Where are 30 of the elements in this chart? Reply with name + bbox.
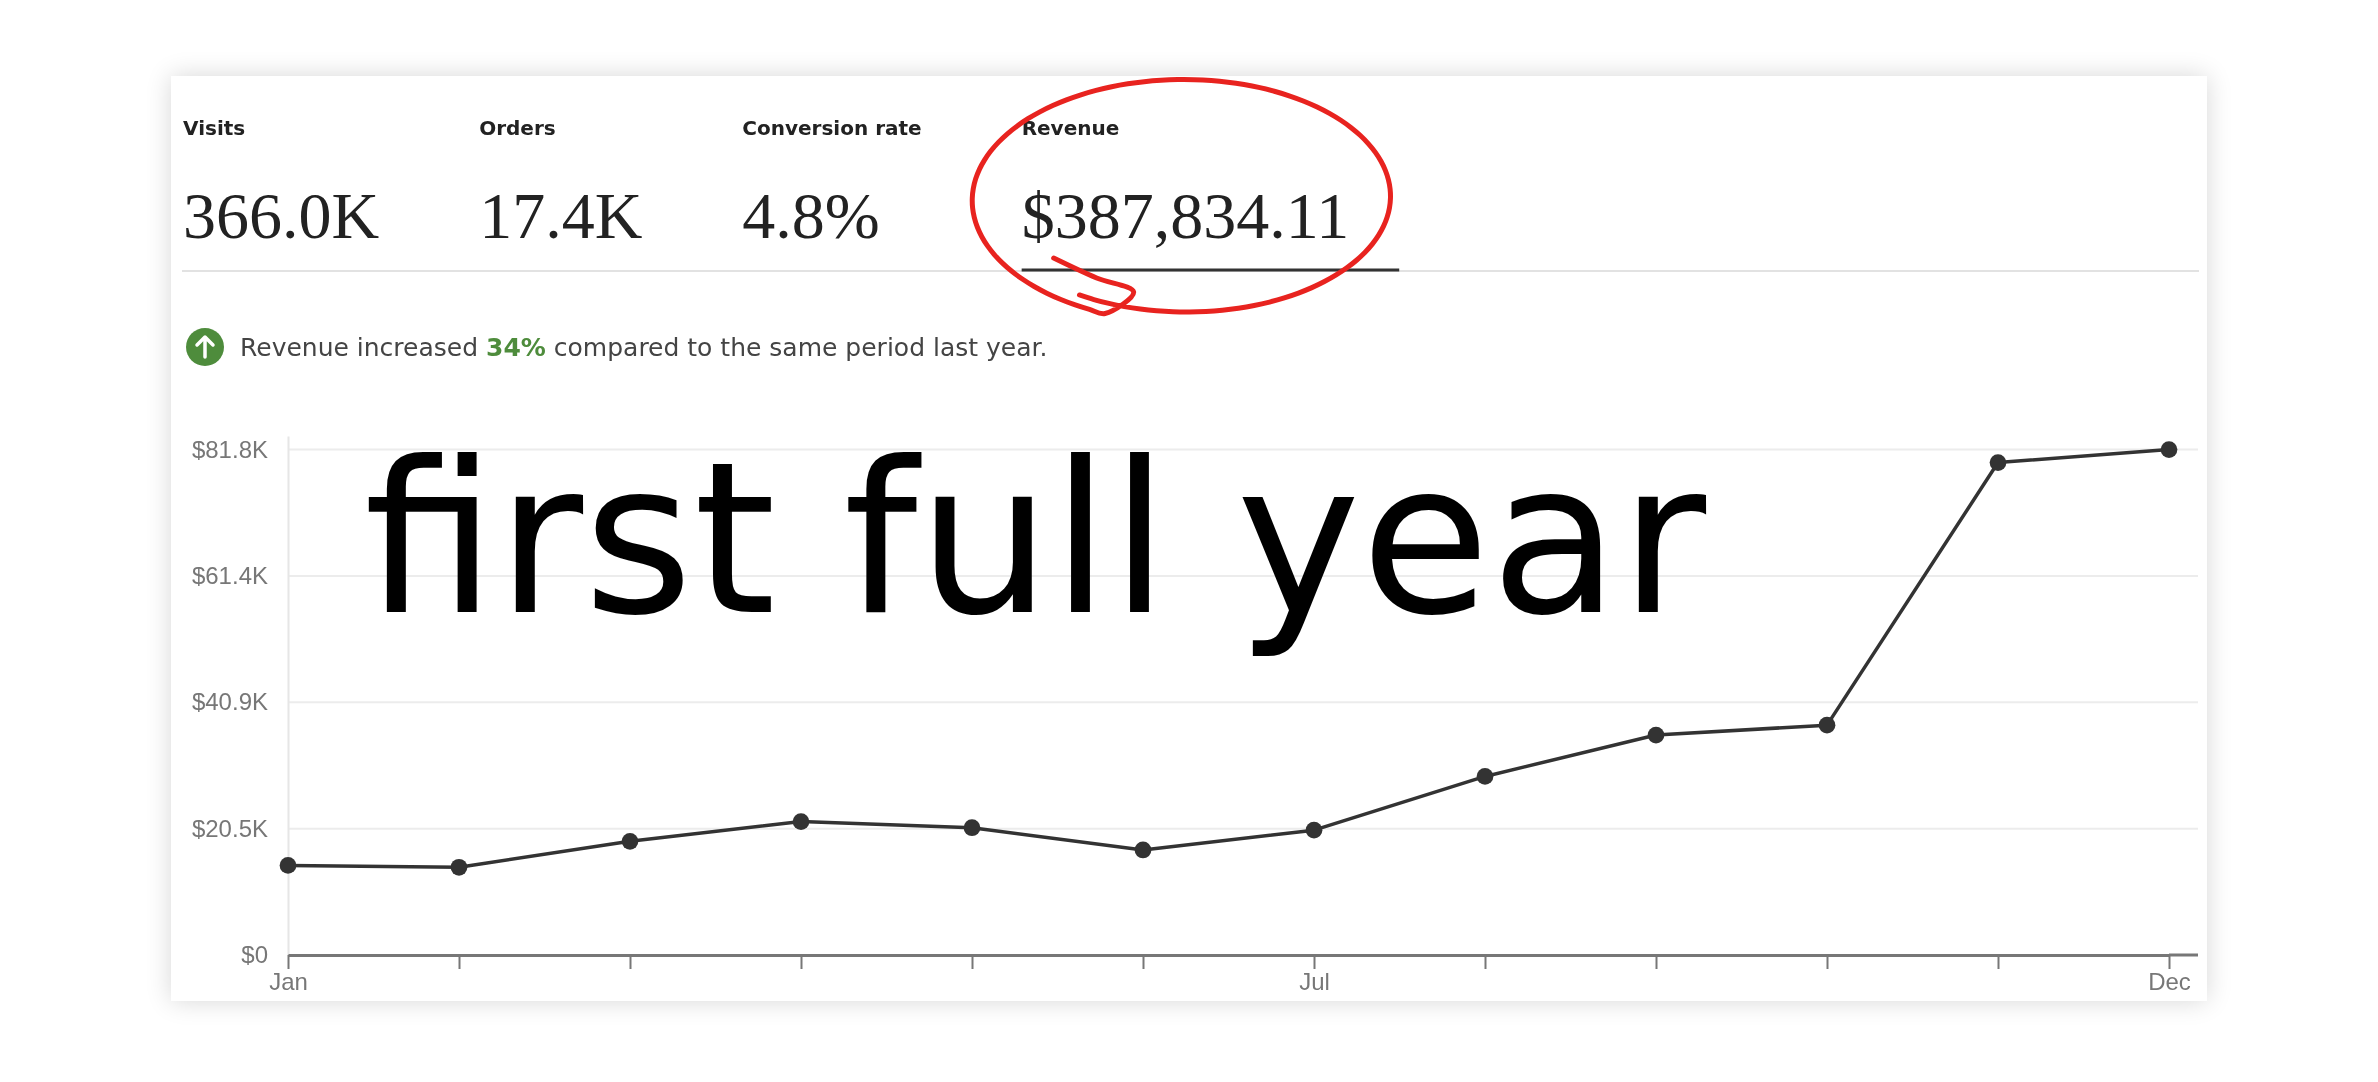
text: 366.0K (183, 179, 380, 252)
y-tick-label: $20.5K (191, 814, 268, 842)
category-label: Visits (183, 116, 246, 140)
x-tick-label: Dec (2148, 968, 2191, 996)
point (1305, 821, 1323, 839)
x-tick-label: Jan (269, 968, 308, 996)
point (1989, 454, 2007, 471)
text: 17.4K (479, 179, 643, 252)
category-label: Revenue (1021, 116, 1120, 140)
x-tick-label: Jul (1299, 968, 1330, 996)
point (621, 832, 639, 850)
category-label: Conversion rate (742, 116, 922, 140)
point (2160, 441, 2178, 458)
y-tick-label: $0 (241, 941, 268, 969)
text: $387,834.11 (1021, 179, 1350, 252)
point (1134, 841, 1152, 859)
category-label: Orders (479, 116, 556, 140)
y-tick-label: $81.8K (191, 435, 268, 463)
point (450, 858, 468, 876)
y-tick-label: $40.9K (191, 688, 268, 716)
point (792, 813, 810, 830)
chart-subtitle: Revenue increased 34% compared to the same period last year. (240, 333, 1048, 362)
point (1476, 768, 1494, 785)
annotation: first full year (364, 417, 1707, 662)
point (1818, 716, 1836, 734)
point (963, 819, 981, 837)
y-tick-label: $61.4K (191, 562, 268, 590)
point (1647, 726, 1665, 744)
point (279, 857, 297, 874)
text: 4.8% (742, 179, 880, 252)
